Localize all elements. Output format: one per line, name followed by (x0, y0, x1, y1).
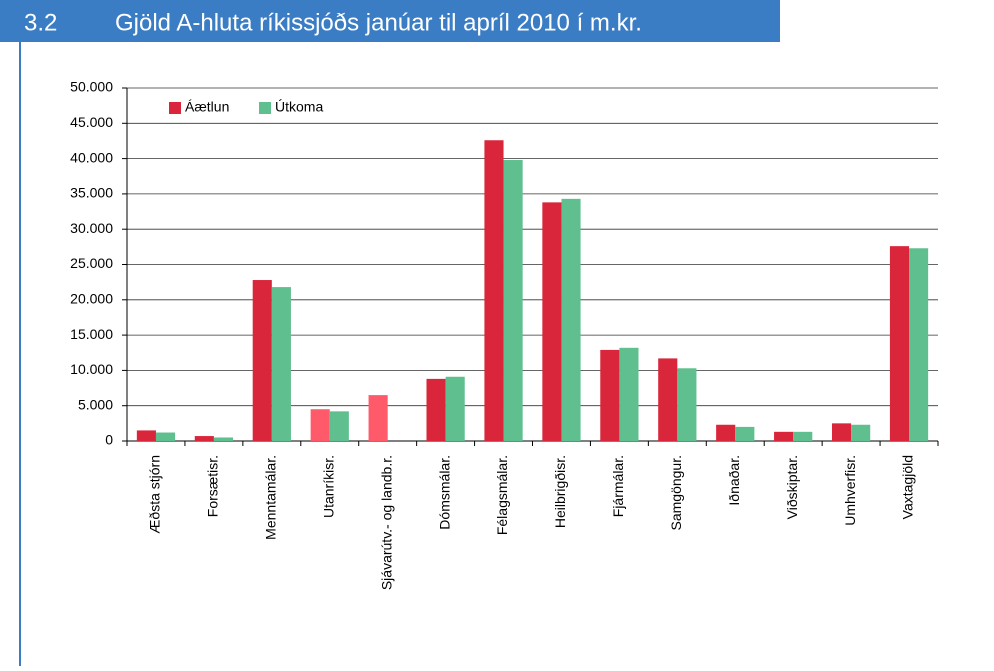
bar (503, 160, 523, 441)
y-tick-label: 50.000 (70, 79, 113, 95)
y-tick-label: 10.000 (70, 361, 113, 377)
x-tick-label: Heilbrigðisr. (552, 455, 568, 528)
bar (619, 347, 639, 441)
bar (368, 395, 388, 441)
bar (213, 437, 234, 441)
x-tick-label: Viðskiptar. (784, 455, 800, 519)
chart-title: Gjöld A-hluta ríkissjóðs janúar til aprí… (115, 9, 642, 36)
x-tick-label: Iðnaðar. (726, 455, 742, 506)
bar (329, 411, 349, 441)
bar (271, 287, 291, 441)
legend-label: Áætlun (185, 99, 229, 115)
bar (445, 376, 465, 441)
x-tick-label: Forsætisr. (205, 455, 221, 517)
y-tick-label: 45.000 (70, 114, 113, 130)
y-tick-label: 5.000 (78, 396, 113, 412)
bar (851, 424, 871, 441)
x-tick-label: Æðsta stjórn (147, 455, 163, 534)
y-tick-label: 35.000 (70, 185, 113, 201)
bar (831, 423, 852, 441)
x-tick-label: Samgöngur. (668, 455, 684, 531)
y-tick-label: 30.000 (70, 220, 113, 236)
bar (793, 431, 813, 441)
bar (484, 140, 504, 441)
bar (889, 246, 910, 441)
bar (136, 430, 156, 441)
section-number: 3.2 (24, 9, 57, 36)
bar (909, 248, 929, 441)
legend-swatch (259, 102, 271, 114)
bar (542, 202, 562, 441)
bar (716, 424, 736, 441)
legend-label: Útkoma (275, 99, 323, 115)
bar (426, 378, 446, 441)
y-tick-label: 20.000 (70, 291, 113, 307)
bar (735, 426, 755, 441)
x-tick-label: Menntamálar. (263, 455, 279, 540)
x-tick-label: Félagsmálar. (494, 455, 510, 535)
y-tick-label: 0 (105, 432, 113, 448)
bar (194, 436, 214, 441)
bar (155, 432, 176, 441)
bar (600, 349, 620, 441)
bar (310, 409, 330, 441)
x-tick-label: Vaxtagjöld (900, 455, 916, 519)
x-tick-label: Dómsmálar. (436, 455, 452, 530)
y-tick-label: 40.000 (70, 149, 113, 165)
x-tick-label: Fjármálar. (610, 455, 626, 517)
x-tick-label: Umhverfisr. (842, 455, 858, 526)
bar (252, 280, 272, 441)
bar (658, 358, 678, 441)
y-tick-label: 25.000 (70, 255, 113, 271)
bar (561, 198, 581, 441)
bar (677, 368, 697, 441)
y-tick-label: 15.000 (70, 326, 113, 342)
x-tick-label: Sjávarútv.- og landb.r. (378, 455, 394, 590)
legend-swatch (169, 102, 181, 114)
x-tick-label: Utanríkisr. (320, 455, 336, 518)
bar (774, 431, 794, 441)
header-bar (0, 0, 780, 42)
